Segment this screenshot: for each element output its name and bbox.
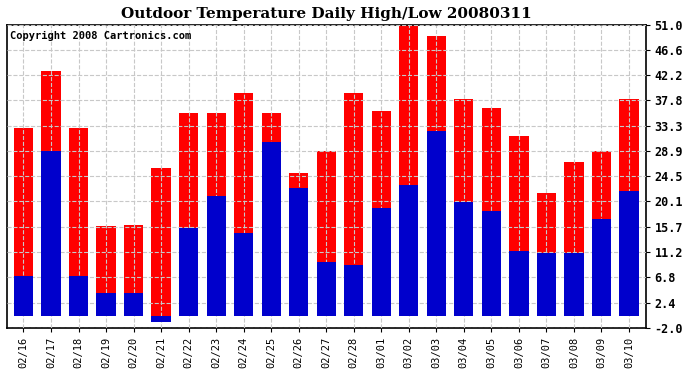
Bar (14, 128, 33, 316)
Bar (592, 151, 611, 316)
Bar (400, 185, 418, 316)
Bar (151, 316, 170, 322)
Bar (620, 190, 639, 316)
Bar (151, 168, 170, 316)
Bar (372, 208, 391, 316)
Bar (234, 93, 253, 316)
Bar (482, 108, 501, 316)
Bar (482, 211, 501, 316)
Bar (509, 251, 529, 316)
Bar (564, 254, 584, 316)
Bar (537, 194, 556, 316)
Bar (289, 188, 308, 316)
Bar (454, 202, 473, 316)
Bar (564, 162, 584, 316)
Bar (454, 99, 473, 316)
Bar (97, 226, 116, 316)
Bar (509, 136, 529, 316)
Bar (344, 265, 364, 316)
Bar (97, 294, 116, 316)
Bar (426, 130, 446, 316)
Bar (124, 294, 144, 316)
Bar (537, 254, 556, 316)
Bar (41, 70, 61, 316)
Bar (234, 234, 253, 316)
Bar (592, 219, 611, 316)
Bar (317, 262, 336, 316)
Bar (344, 93, 364, 316)
Bar (372, 111, 391, 316)
Bar (262, 114, 281, 316)
Text: Copyright 2008 Cartronics.com: Copyright 2008 Cartronics.com (10, 31, 191, 41)
Bar (317, 151, 336, 316)
Bar (69, 128, 88, 316)
Bar (289, 174, 308, 316)
Bar (124, 225, 144, 316)
Title: Outdoor Temperature Daily High/Low 20080311: Outdoor Temperature Daily High/Low 20080… (121, 7, 531, 21)
Bar (426, 36, 446, 316)
Bar (262, 142, 281, 316)
Bar (41, 151, 61, 316)
Bar (206, 196, 226, 316)
Bar (14, 276, 33, 316)
Bar (179, 114, 198, 316)
Bar (620, 99, 639, 316)
Bar (400, 19, 418, 316)
Bar (206, 114, 226, 316)
Bar (69, 276, 88, 316)
Bar (179, 228, 198, 316)
